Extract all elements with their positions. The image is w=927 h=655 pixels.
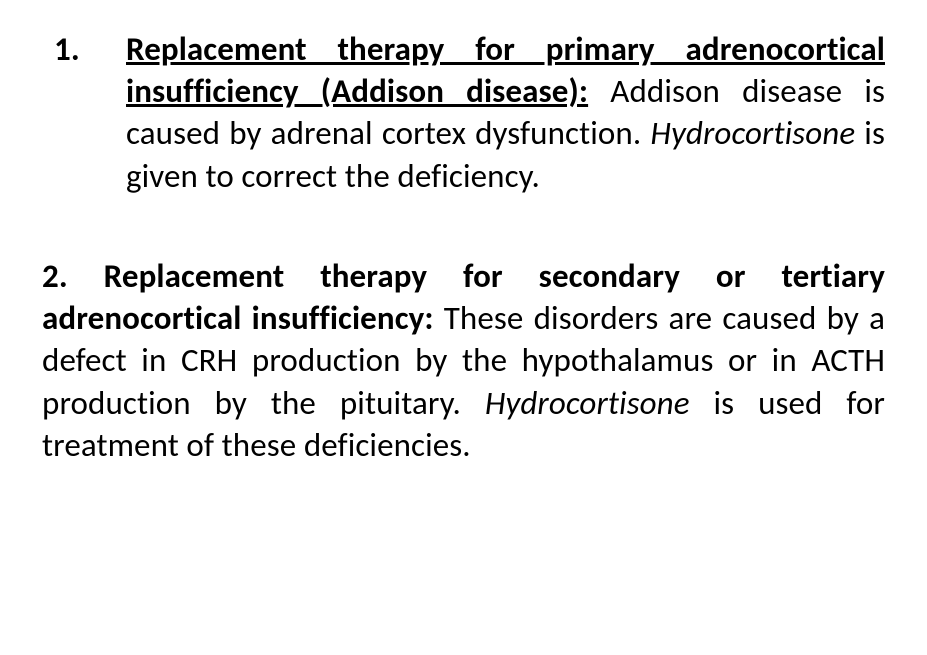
document-page: 1. Replacement therapy for primary adren… <box>0 0 927 655</box>
item2-drug: Hydrocortisone <box>485 383 690 423</box>
list-number-1: 1. <box>42 28 126 197</box>
item1-drug: Hydrocortisone <box>650 113 855 153</box>
list-item-1: 1. Replacement therapy for primary adren… <box>42 28 885 197</box>
list-body-1: Replacement therapy for primary adrenoco… <box>126 28 885 197</box>
list-item-2: 2. Replacement therapy for secondary or … <box>42 255 885 466</box>
